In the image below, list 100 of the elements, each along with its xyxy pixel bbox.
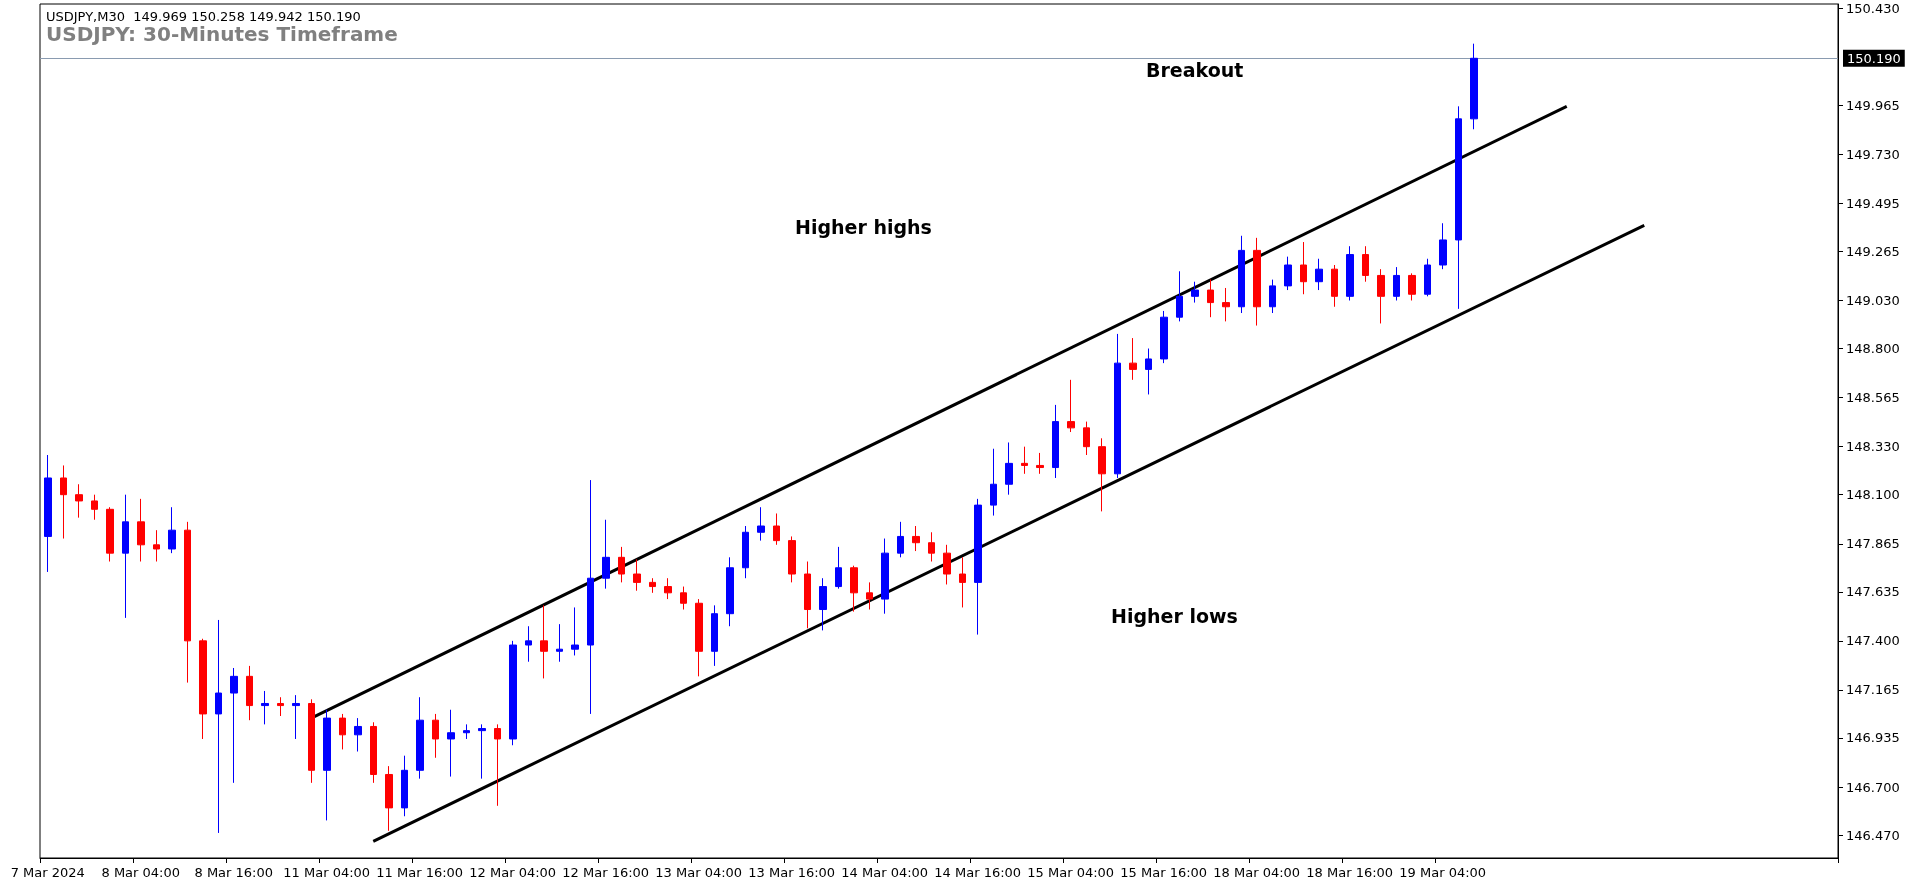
y-tick-label: 148.565 bbox=[1846, 390, 1900, 406]
candlestick bbox=[1160, 310, 1168, 364]
candlestick bbox=[680, 586, 687, 611]
candlestick bbox=[1098, 437, 1106, 512]
candlestick bbox=[1083, 421, 1090, 456]
annotation: Higher lows bbox=[1111, 604, 1238, 627]
annotation: Breakout bbox=[1146, 58, 1244, 81]
candlestick bbox=[385, 765, 393, 832]
candlestick bbox=[308, 698, 315, 784]
x-tick-label: 15 Mar 04:00 bbox=[1027, 865, 1115, 880]
candlestick bbox=[230, 667, 238, 784]
candlestick bbox=[664, 577, 672, 600]
candlestick bbox=[974, 498, 982, 636]
candlestick bbox=[478, 723, 486, 780]
candlestick bbox=[1346, 245, 1354, 301]
candlestick bbox=[339, 713, 346, 750]
y-tick-label: 148.800 bbox=[1846, 341, 1900, 357]
candlestick bbox=[897, 521, 904, 558]
candlestick bbox=[1300, 241, 1307, 295]
x-tick-label: 15 Mar 16:00 bbox=[1120, 865, 1208, 880]
candlestick bbox=[432, 713, 439, 759]
candlestick bbox=[370, 721, 377, 784]
candlestick bbox=[912, 525, 920, 552]
candlestick bbox=[649, 577, 656, 594]
x-tick-label: 11 Mar 16:00 bbox=[376, 865, 464, 880]
candlestick bbox=[1377, 268, 1385, 324]
candlestick bbox=[1362, 245, 1369, 283]
candlestick bbox=[556, 623, 563, 663]
candlestick bbox=[1067, 379, 1075, 433]
candlestick bbox=[494, 723, 501, 807]
candlestick bbox=[261, 690, 269, 725]
y-tick-label: 146.470 bbox=[1846, 827, 1900, 843]
candlestick bbox=[447, 709, 455, 778]
candlestick bbox=[75, 483, 83, 519]
chart-subtitle: USDJPY,M30 149.969 150.258 149.942 150.190 bbox=[46, 9, 361, 24]
x-tick-label: 11 Mar 04:00 bbox=[283, 865, 371, 880]
candlestick bbox=[1470, 43, 1478, 130]
y-tick-label: 149.965 bbox=[1846, 97, 1900, 113]
x-tick-label: 12 Mar 04:00 bbox=[469, 865, 557, 880]
candlestick bbox=[401, 755, 408, 817]
candlestick bbox=[804, 561, 811, 629]
candlestick bbox=[509, 640, 517, 746]
candlestick bbox=[60, 464, 67, 540]
candlestick bbox=[1455, 105, 1462, 310]
candlestick bbox=[199, 638, 207, 740]
y-tick-label: 148.100 bbox=[1846, 487, 1900, 503]
candlestick bbox=[1253, 237, 1261, 327]
candlestick bbox=[1052, 404, 1059, 479]
candlestick bbox=[106, 506, 114, 562]
candlestick bbox=[1021, 446, 1028, 475]
y-tick-label: 149.730 bbox=[1846, 146, 1900, 162]
x-tick-label: 14 Mar 16:00 bbox=[934, 865, 1022, 880]
y-tick-label: 146.935 bbox=[1846, 730, 1900, 746]
candlestick bbox=[416, 696, 424, 780]
candlestick bbox=[1207, 279, 1214, 318]
candlestick bbox=[1424, 258, 1431, 297]
candlestick bbox=[618, 546, 625, 583]
candlestick bbox=[850, 565, 858, 613]
x-tick-label: 14 Mar 04:00 bbox=[841, 865, 929, 880]
x-tick-label: 18 Mar 04:00 bbox=[1213, 865, 1301, 880]
y-tick-label: 149.030 bbox=[1846, 293, 1900, 308]
candlestick bbox=[881, 538, 889, 615]
candlestick bbox=[1114, 333, 1121, 479]
candlestick bbox=[91, 494, 98, 521]
y-tick-label: 146.700 bbox=[1846, 779, 1900, 795]
annotation: Higher highs bbox=[795, 215, 932, 238]
y-tick-label: 148.330 bbox=[1846, 439, 1900, 455]
candlestick bbox=[1176, 270, 1183, 322]
candlestick bbox=[215, 619, 222, 834]
candlestick bbox=[1269, 279, 1276, 314]
candlestick bbox=[928, 531, 935, 562]
y-tick-label: 147.165 bbox=[1846, 682, 1900, 698]
candlestick bbox=[540, 604, 548, 679]
x-tick-label: 13 Mar 16:00 bbox=[748, 865, 836, 880]
candlestick bbox=[711, 604, 718, 667]
candlestick bbox=[1331, 264, 1338, 308]
candlestick bbox=[990, 448, 997, 517]
candlestick bbox=[587, 479, 594, 715]
candlestick bbox=[1238, 235, 1245, 314]
candlestick bbox=[773, 512, 780, 546]
candlestick bbox=[1439, 222, 1447, 270]
candlestick bbox=[571, 606, 579, 656]
y-tick-label: 150.430 bbox=[1846, 0, 1900, 16]
candlestick bbox=[153, 529, 160, 562]
candlestick bbox=[463, 723, 470, 740]
ref-line-label: 150.190 bbox=[1847, 50, 1901, 66]
candlestick bbox=[959, 556, 966, 608]
candlestick bbox=[1315, 258, 1323, 291]
candlestick bbox=[602, 519, 610, 590]
y-tick-label: 147.400 bbox=[1846, 633, 1900, 649]
candlestick bbox=[943, 544, 951, 585]
y-tick-label: 147.635 bbox=[1846, 584, 1900, 600]
x-tick-label: 7 Mar 2024 bbox=[10, 865, 85, 880]
y-tick-label: 147.865 bbox=[1846, 536, 1900, 552]
y-tick-label: 149.495 bbox=[1846, 195, 1900, 211]
y-tick-label: 149.265 bbox=[1846, 243, 1900, 259]
candlestick bbox=[122, 494, 129, 619]
candlestick bbox=[1005, 441, 1013, 496]
candlestick bbox=[1145, 348, 1152, 395]
candlestick bbox=[1408, 272, 1416, 301]
